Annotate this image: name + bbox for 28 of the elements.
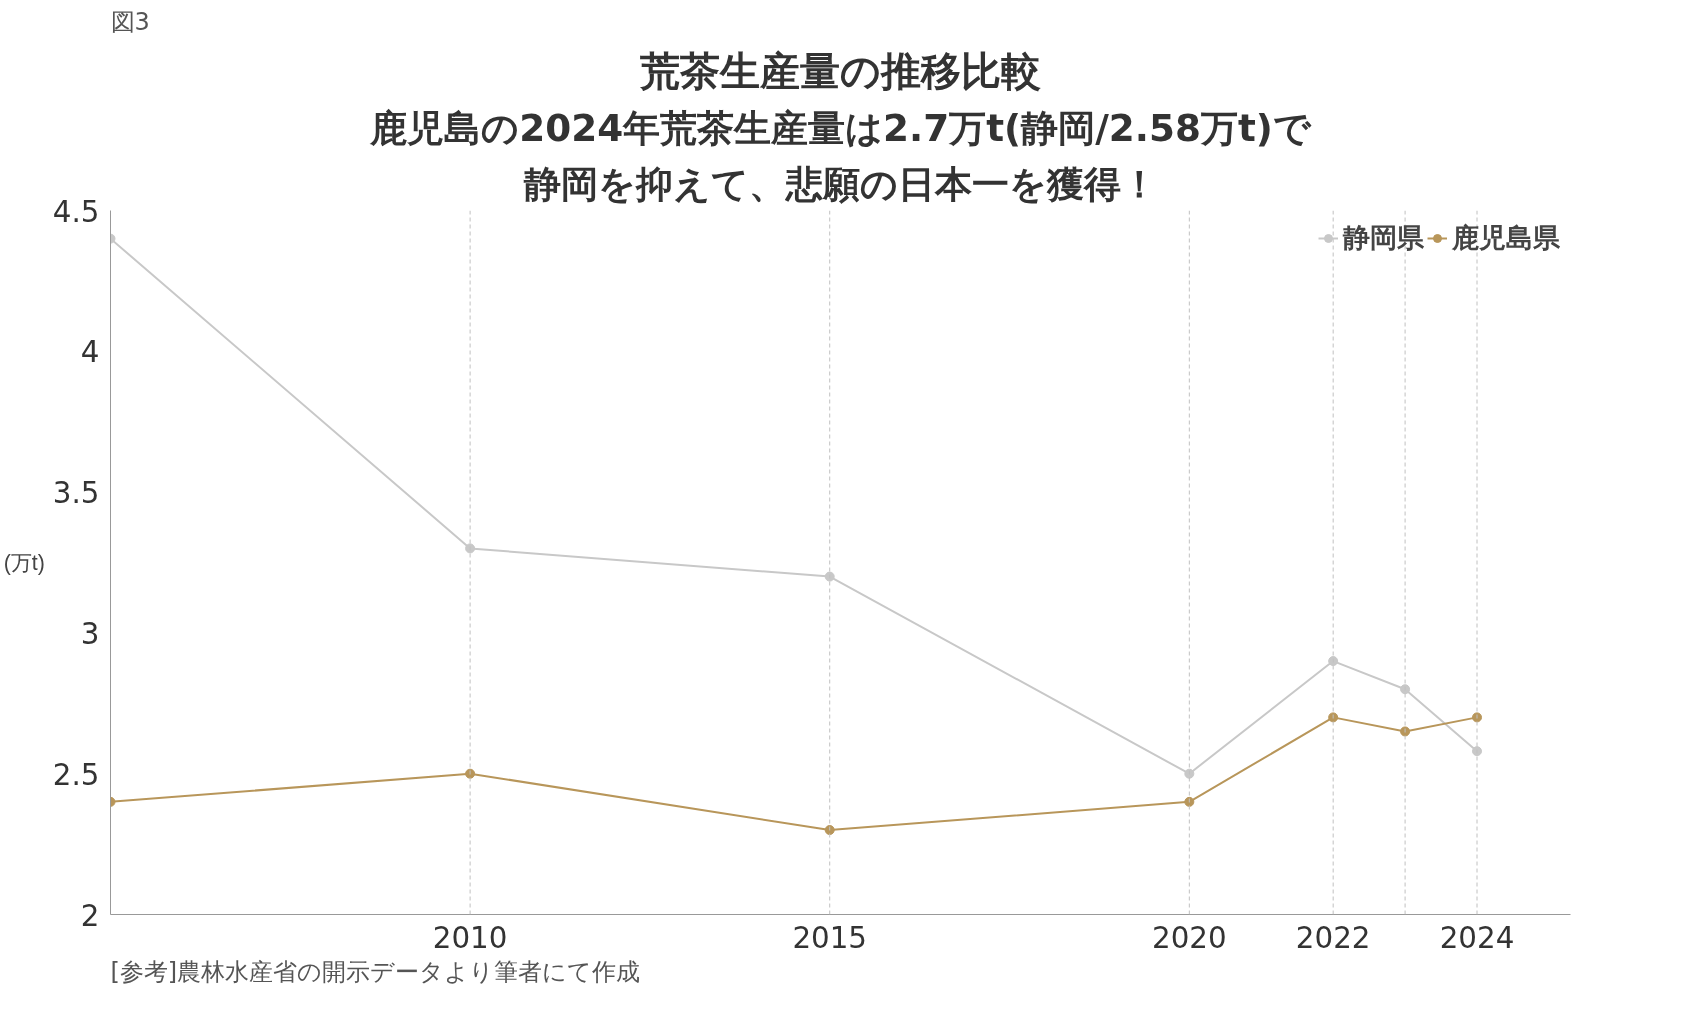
y-tick-label: 3 bbox=[80, 616, 100, 651]
x-tick-label: 2010 bbox=[432, 920, 508, 955]
y-tick-label: 4 bbox=[80, 335, 100, 370]
text: 鹿児島の2024年荒茶生産量は2.7万t(静岡/2.58万t)で bbox=[370, 105, 1311, 150]
point bbox=[1400, 684, 1411, 695]
y-tick-label: 4.5 bbox=[52, 194, 100, 229]
y-tick-label: 3.5 bbox=[52, 476, 100, 511]
point bbox=[1472, 746, 1482, 757]
point bbox=[824, 571, 835, 582]
point bbox=[1184, 768, 1195, 779]
y-tick-label: 2.5 bbox=[52, 757, 100, 792]
point bbox=[1184, 796, 1195, 807]
text: [参考]農林水産省の開示データより筆者にて作成 bbox=[110, 957, 641, 986]
y-tick-label: 2 bbox=[80, 898, 100, 933]
point bbox=[1328, 656, 1339, 667]
point bbox=[824, 825, 835, 836]
legend-label: 静岡県 bbox=[1343, 221, 1424, 255]
x-tick-label: 2015 bbox=[792, 920, 868, 955]
chart-title: 荒茶生産量の推移比較 bbox=[639, 47, 1041, 94]
text: 静岡を抑えて、悲願の日本一を獲得！ bbox=[523, 161, 1158, 206]
x-tick-label: 2024 bbox=[1439, 920, 1515, 955]
point bbox=[465, 543, 476, 554]
x-tick-label: 2020 bbox=[1152, 920, 1227, 955]
caption: 図3 bbox=[110, 7, 150, 36]
legend-label: 鹿児島県 bbox=[1452, 221, 1560, 255]
x-tick-label: 2022 bbox=[1295, 920, 1371, 955]
point bbox=[1328, 712, 1339, 723]
y-axis-title: (万t) bbox=[3, 550, 45, 575]
